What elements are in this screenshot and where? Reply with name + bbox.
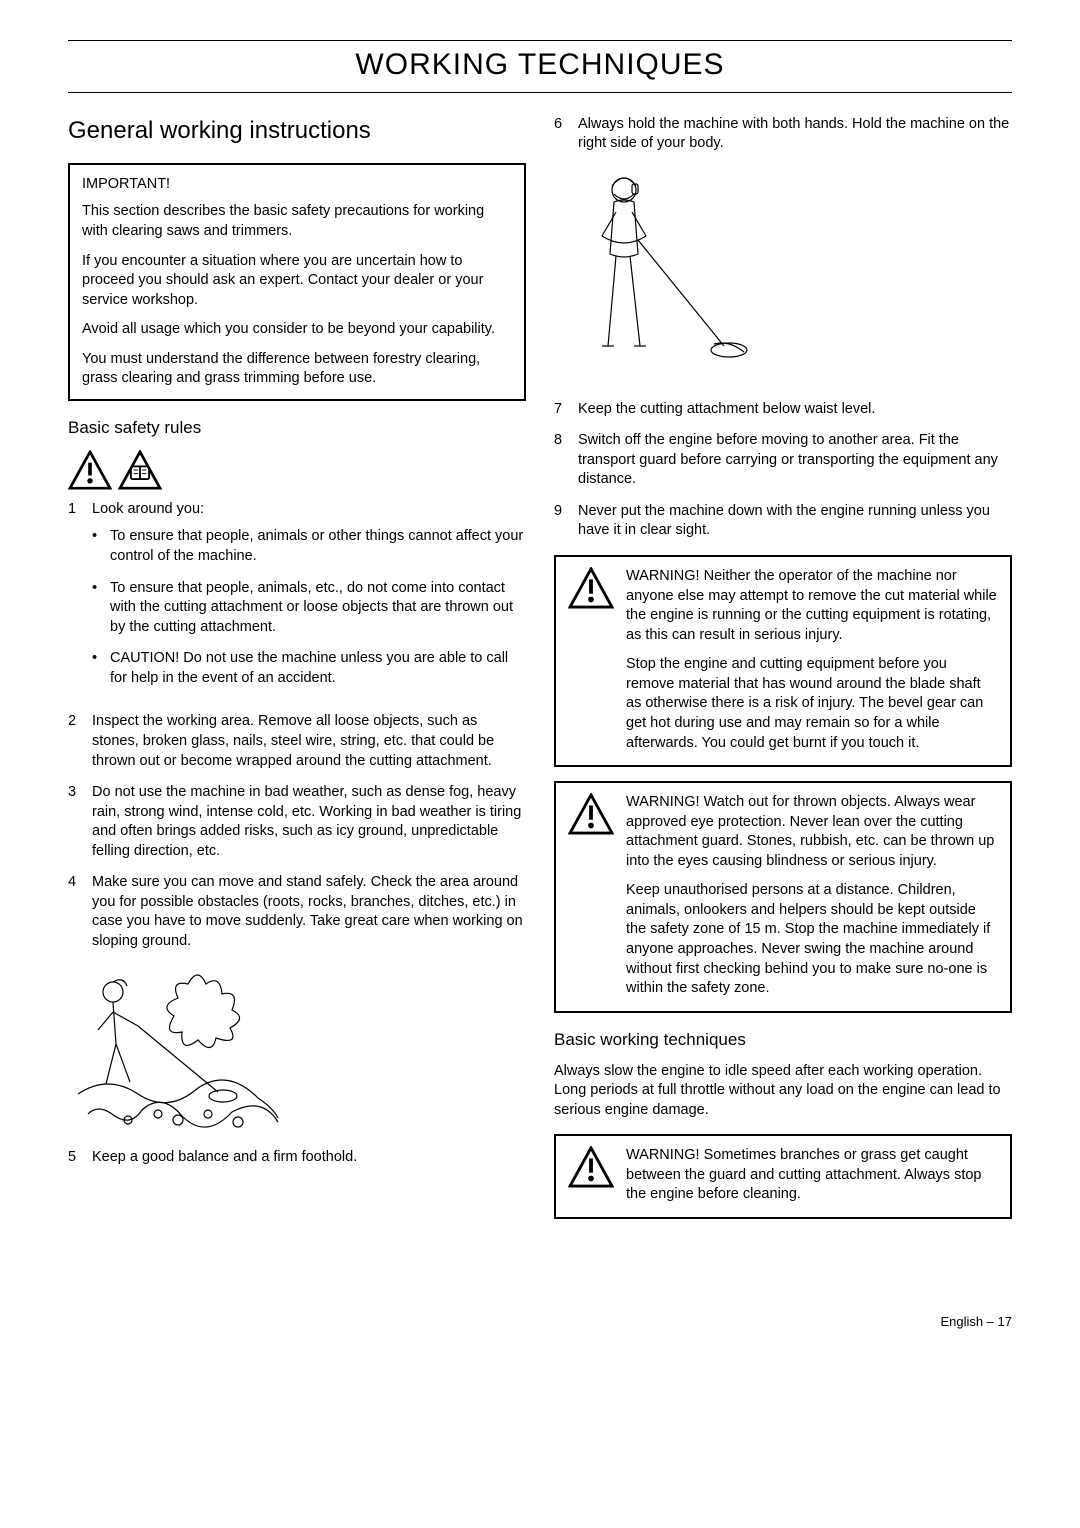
important-label: IMPORTANT! bbox=[82, 175, 512, 195]
list-item: 3 Do not use the machine in bad weather,… bbox=[68, 783, 526, 861]
item-text: Inspect the working area. Remove all loo… bbox=[92, 712, 526, 771]
bullet-item: To ensure that people, animals or other … bbox=[92, 527, 526, 566]
item-num: 8 bbox=[554, 431, 568, 490]
working-intro: Always slow the engine to idle speed aft… bbox=[554, 1062, 1012, 1121]
warning-p2: Keep unauthorised persons at a distance.… bbox=[626, 881, 998, 998]
warning-box-3: WARNING! Sometimes branches or grass get… bbox=[554, 1134, 1012, 1219]
item-text: Keep a good balance and a firm foothold. bbox=[92, 1148, 526, 1168]
bullet-item: CAUTION! Do not use the machine unless y… bbox=[92, 649, 526, 688]
important-p3: Avoid all usage which you consider to be… bbox=[82, 320, 512, 340]
terrain-illustration bbox=[68, 964, 526, 1134]
item-num: 3 bbox=[68, 783, 82, 861]
list-item: 5 Keep a good balance and a firm foothol… bbox=[68, 1148, 526, 1168]
right-column: 6 Always hold the machine with both hand… bbox=[554, 115, 1012, 1234]
list-item: 1 Look around you: To ensure that people… bbox=[68, 500, 526, 701]
item-text: Look around you: bbox=[92, 501, 204, 517]
bullet-item: To ensure that people, animals, etc., do… bbox=[92, 579, 526, 638]
item-num: 4 bbox=[68, 873, 82, 951]
item-num: 1 bbox=[68, 500, 82, 701]
list-item: 7 Keep the cutting attachment below wais… bbox=[554, 400, 1012, 420]
safety-list-right-2: 7 Keep the cutting attachment below wais… bbox=[554, 400, 1012, 541]
warning-p1: WARNING! Neither the operator of the mac… bbox=[626, 567, 998, 645]
general-heading: General working instructions bbox=[68, 115, 526, 147]
item-text: Do not use the machine in bad weather, s… bbox=[92, 783, 526, 861]
important-p4: You must understand the difference betwe… bbox=[82, 350, 512, 389]
left-column: General working instructions IMPORTANT! … bbox=[68, 115, 526, 1234]
warning-triangle-icon bbox=[568, 567, 614, 616]
important-p2: If you encounter a situation where you a… bbox=[82, 252, 512, 311]
page-title: WORKING TECHNIQUES bbox=[68, 40, 1012, 93]
safety-list-2: 5 Keep a good balance and a firm foothol… bbox=[68, 1148, 526, 1168]
basic-working-heading: Basic working techniques bbox=[554, 1029, 1012, 1052]
item-num: 5 bbox=[68, 1148, 82, 1168]
important-p1: This section describes the basic safety … bbox=[82, 202, 512, 241]
operator-illustration bbox=[554, 166, 1012, 386]
item-num: 6 bbox=[554, 115, 568, 154]
item-text: Make sure you can move and stand safely.… bbox=[92, 873, 526, 951]
item-text: Always hold the machine with both hands.… bbox=[578, 115, 1012, 154]
list-item: 8 Switch off the engine before moving to… bbox=[554, 431, 1012, 490]
item-text: Keep the cutting attachment below waist … bbox=[578, 400, 1012, 420]
item-text: Switch off the engine before moving to a… bbox=[578, 431, 1012, 490]
list-item: 2 Inspect the working area. Remove all l… bbox=[68, 712, 526, 771]
warning-p1: WARNING! Watch out for thrown objects. A… bbox=[626, 793, 998, 871]
list-item: 4 Make sure you can move and stand safel… bbox=[68, 873, 526, 951]
list-item: 9 Never put the machine down with the en… bbox=[554, 502, 1012, 541]
basic-safety-heading: Basic safety rules bbox=[68, 417, 526, 440]
warning-p2: Stop the engine and cutting equipment be… bbox=[626, 655, 998, 753]
important-box: IMPORTANT! This section describes the ba… bbox=[68, 163, 526, 401]
warning-triangle-icon bbox=[568, 793, 614, 842]
warning-box-1: WARNING! Neither the operator of the mac… bbox=[554, 555, 1012, 767]
list-item: 6 Always hold the machine with both hand… bbox=[554, 115, 1012, 154]
item-num: 7 bbox=[554, 400, 568, 420]
warning-box-2: WARNING! Watch out for thrown objects. A… bbox=[554, 781, 1012, 1013]
warning-triangle-icon bbox=[68, 450, 112, 490]
safety-list-right: 6 Always hold the machine with both hand… bbox=[554, 115, 1012, 154]
warning-triangle-icon bbox=[568, 1146, 614, 1195]
safety-list: 1 Look around you: To ensure that people… bbox=[68, 500, 526, 952]
item-text: Never put the machine down with the engi… bbox=[578, 502, 1012, 541]
warning-p1: WARNING! Sometimes branches or grass get… bbox=[626, 1146, 998, 1205]
manual-icon bbox=[118, 450, 162, 490]
page-footer: English – 17 bbox=[68, 1313, 1012, 1331]
item-num: 2 bbox=[68, 712, 82, 771]
safety-icons bbox=[68, 450, 526, 490]
two-column-layout: General working instructions IMPORTANT! … bbox=[68, 115, 1012, 1234]
item-num: 9 bbox=[554, 502, 568, 541]
bullet-list: To ensure that people, animals or other … bbox=[92, 527, 526, 688]
